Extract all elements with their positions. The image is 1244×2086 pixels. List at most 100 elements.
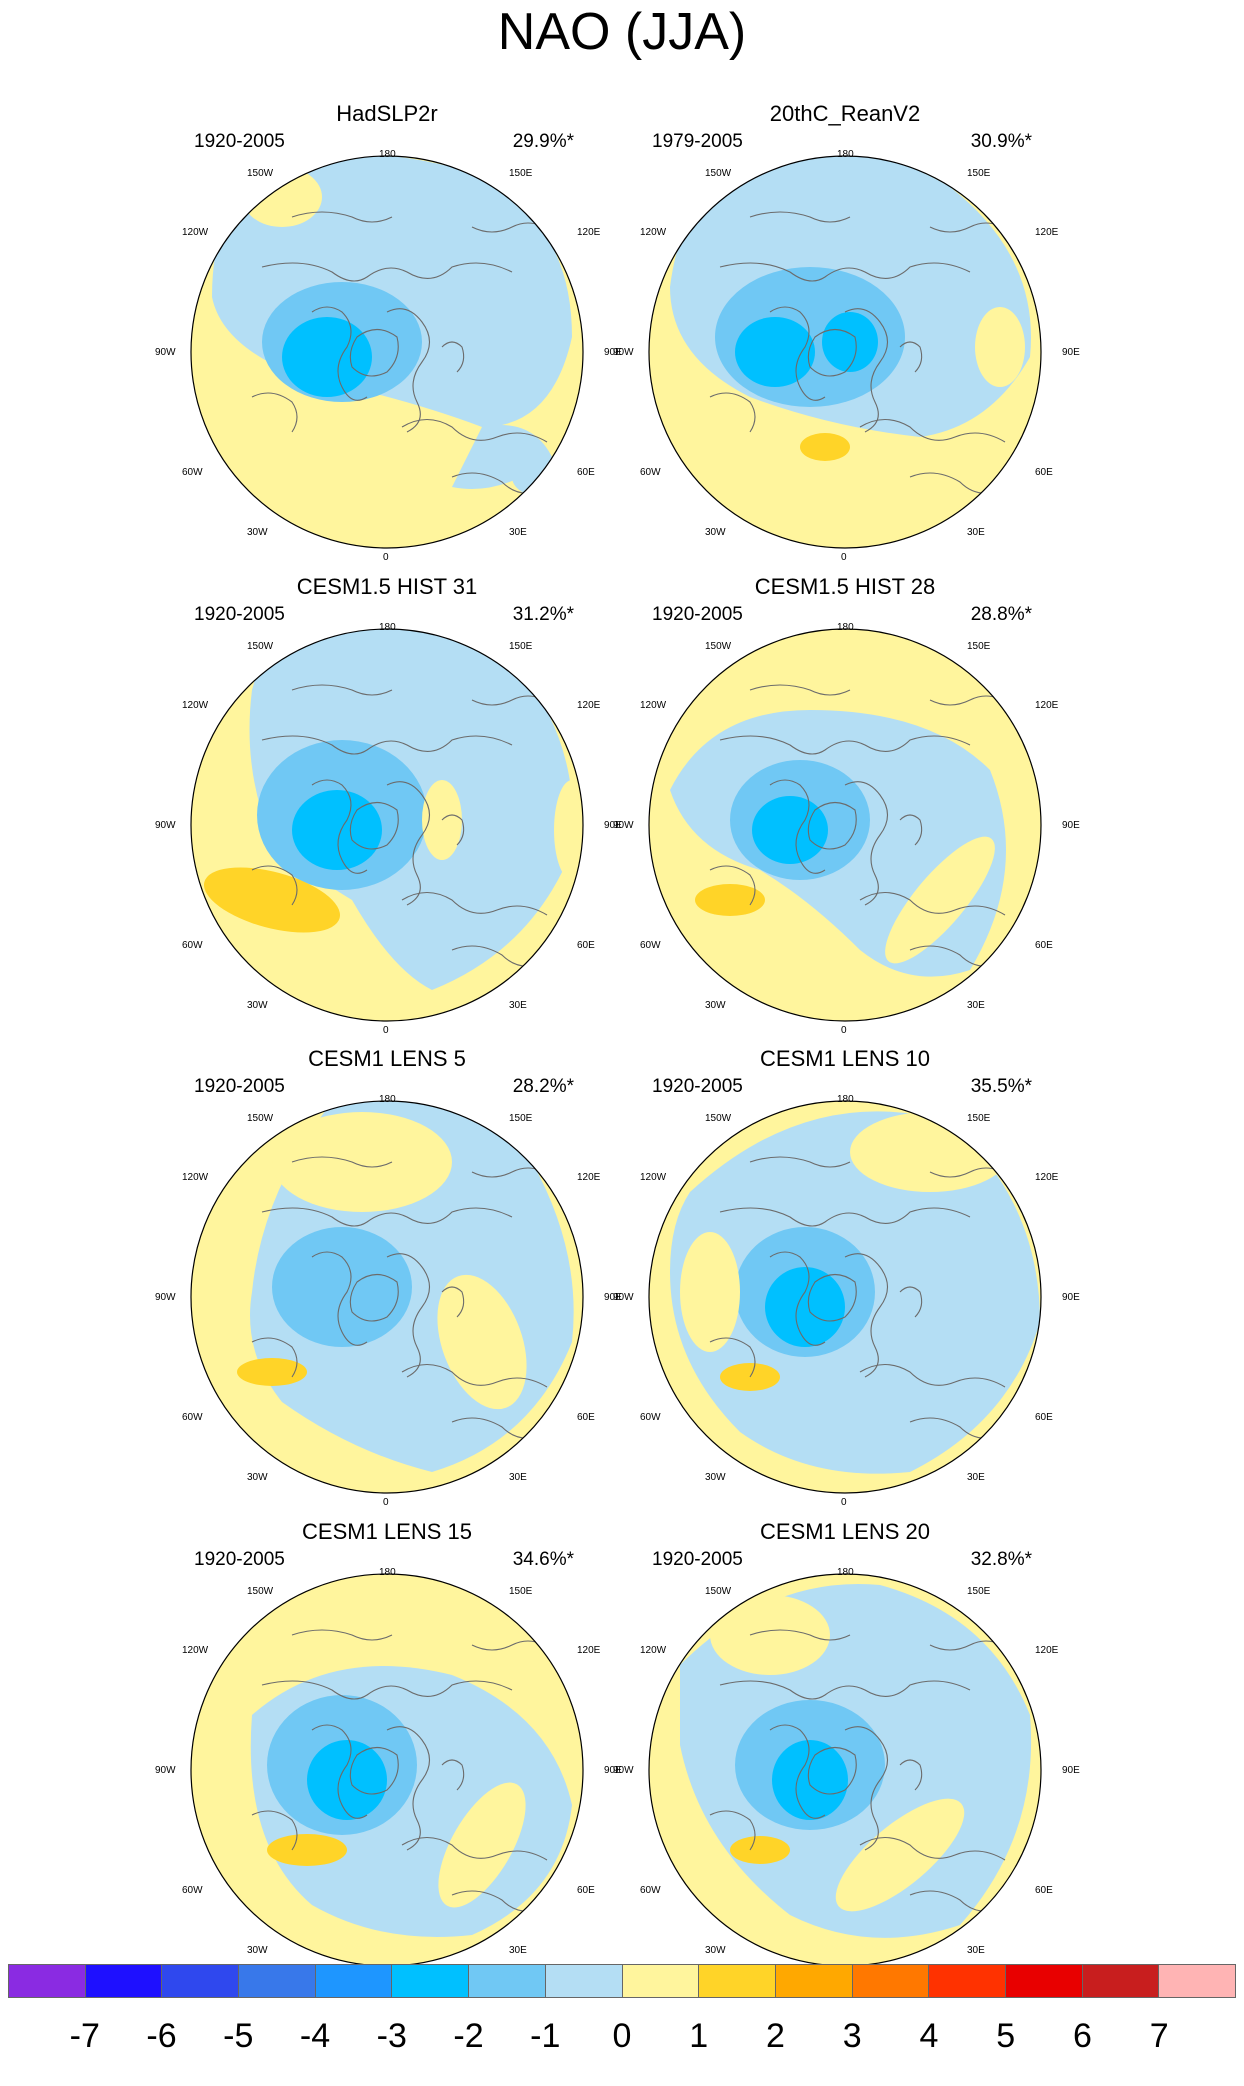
map-field	[649, 629, 1041, 1021]
longitude-label: 150W	[705, 168, 732, 179]
coastline	[441, 341, 465, 373]
longitude-label: 180	[837, 1094, 854, 1105]
coastline	[899, 1286, 923, 1318]
coastline	[859, 891, 1006, 916]
polar-map	[190, 1100, 584, 1494]
panel-title: CESM1.5 HIST 31	[296, 574, 478, 599]
coastline	[401, 418, 548, 443]
longitude-label: 150W	[705, 1586, 732, 1597]
longitude-label: 180	[837, 622, 854, 633]
coastline	[291, 1629, 393, 1641]
anomaly-region	[438, 1782, 526, 1908]
coastline	[349, 1273, 399, 1322]
colorbar-box	[9, 1965, 86, 1997]
coastline	[719, 1207, 971, 1227]
map-panel: 20thC_ReanV2 1979-2005 30.9%* 180 150W 150E 12…	[610, 97, 1080, 567]
longitude-label: 90W	[613, 1765, 634, 1776]
polar-map	[648, 1100, 1042, 1494]
colorbar-tick-label: 3	[842, 2017, 862, 2055]
longitude-label: 120W	[640, 1645, 667, 1656]
coastline	[844, 781, 889, 906]
coastline	[386, 781, 431, 906]
map-field	[191, 629, 583, 1021]
coastline	[859, 418, 1006, 443]
coastline	[441, 814, 465, 846]
longitude-label: 120W	[640, 700, 667, 711]
longitude-label: 90E	[604, 1765, 622, 1776]
longitude-label: 90W	[613, 347, 634, 358]
longitude-label: 60W	[182, 940, 203, 951]
panel-period: 1920-2005	[194, 1549, 285, 1570]
map-border	[648, 1100, 1042, 1494]
coastline	[749, 1629, 851, 1641]
colorbar-tick-label: 6	[1073, 2017, 1092, 2055]
longitude-label: 120W	[640, 1172, 667, 1183]
colorbar-tick-label: 2	[766, 2017, 785, 2055]
longitude-label: 90W	[155, 1765, 176, 1776]
longitude-label: 150E	[967, 1113, 991, 1124]
anomaly-region	[710, 1595, 830, 1675]
colorbar-box	[699, 1965, 776, 1997]
coastline	[807, 1273, 857, 1322]
longitude-label: 180	[837, 1567, 854, 1578]
anomaly-region	[822, 312, 878, 372]
anomaly-region	[307, 1740, 387, 1820]
longitude-label: 90W	[613, 820, 634, 831]
panel-title: CESM1 LENS 20	[760, 1519, 930, 1544]
map-border	[190, 1100, 584, 1494]
longitude-label: 90W	[155, 347, 176, 358]
longitude-label: 150E	[509, 1113, 533, 1124]
longitude-label: 60E	[577, 940, 595, 951]
coastline	[251, 1337, 298, 1378]
longitude-label: 90W	[155, 820, 176, 831]
colorbar-box	[469, 1965, 546, 1997]
longitude-label: 60W	[640, 940, 661, 951]
polar-map	[190, 155, 584, 549]
panel-period: 1920-2005	[652, 604, 743, 625]
anomaly-region	[282, 317, 372, 397]
longitude-label: 120E	[577, 1172, 601, 1183]
panel-title: 20thC_ReanV2	[769, 101, 921, 126]
map-field	[649, 156, 1041, 548]
longitude-label: 150E	[967, 1586, 991, 1597]
anomaly-region	[237, 1358, 307, 1386]
coastline	[749, 1156, 851, 1168]
colorbar-box	[1082, 1965, 1160, 1997]
coastline	[311, 779, 368, 874]
coastline	[349, 328, 399, 377]
coastline	[386, 1253, 431, 1378]
longitude-label: 60W	[640, 467, 661, 478]
longitude-label: 60E	[577, 1412, 595, 1423]
longitude-label: 0	[841, 552, 847, 563]
colorbar-box	[239, 1965, 316, 1997]
coastline	[769, 779, 826, 874]
longitude-label: 0	[841, 1497, 847, 1508]
anomaly-region	[680, 1232, 740, 1352]
coastline	[441, 1759, 465, 1791]
longitude-label: 90E	[1062, 1292, 1080, 1303]
colorbar-tick-label: -4	[299, 2017, 331, 2055]
map-field	[191, 1101, 583, 1493]
longitude-label: 120E	[1035, 700, 1059, 711]
anomaly-region	[267, 1834, 347, 1866]
coastline	[311, 306, 368, 401]
coastline	[709, 392, 756, 433]
coastline	[251, 1810, 298, 1851]
longitude-label: 90W	[155, 1292, 176, 1303]
longitude-label: 90W	[613, 1292, 634, 1303]
coastline	[291, 211, 393, 223]
coastline	[769, 1724, 826, 1819]
colorbar-tick-label: 4	[919, 2017, 939, 2055]
anomaly-region	[272, 1227, 412, 1347]
longitude-label: 150E	[509, 1586, 533, 1597]
colorbar-box	[392, 1965, 470, 1997]
panel-period: 1920-2005	[194, 604, 285, 625]
coastline	[859, 1363, 1006, 1388]
coastline	[899, 1759, 923, 1791]
anomaly-region	[437, 1274, 527, 1410]
longitude-label: 90E	[604, 820, 622, 831]
map-field	[649, 1101, 1041, 1493]
panel-variance: 35.5%*	[970, 1076, 1032, 1097]
longitude-label: 120E	[1035, 227, 1059, 238]
coastline	[311, 1251, 368, 1346]
